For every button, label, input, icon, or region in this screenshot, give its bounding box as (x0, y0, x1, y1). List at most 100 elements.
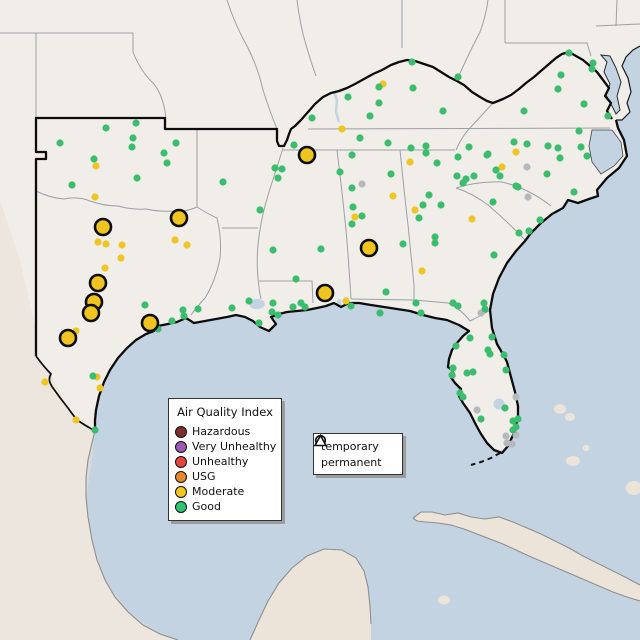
station-dot-good (525, 227, 533, 235)
station-dot-good (437, 201, 445, 209)
station-dot-good (348, 151, 356, 159)
aqi-legend-item-moderate: Moderate (169, 484, 281, 499)
station-dot-good (425, 191, 433, 199)
station-dot-good (556, 154, 564, 162)
station-dot-good (269, 299, 277, 307)
station-dot-good (278, 165, 286, 173)
station-dot-moderate (418, 267, 426, 275)
station-dot-good (128, 143, 136, 151)
station-dot-good (292, 275, 300, 283)
station-dot-good (271, 164, 279, 172)
station-dot-good (129, 134, 137, 142)
station-dot-moderate (92, 162, 100, 170)
station-dot-good (577, 143, 585, 151)
station-dot-good (509, 426, 517, 434)
station-dot-good (604, 112, 612, 120)
station-dot-good (463, 369, 471, 377)
station-dot-good (489, 198, 497, 206)
station-dot-moderate (411, 206, 419, 214)
station-dot-good (219, 178, 227, 186)
station-dot-moderate (117, 254, 125, 262)
station-dot-good (454, 153, 462, 161)
station-dot-good (422, 149, 430, 157)
station-dot-good (255, 319, 263, 327)
station-dot-good (554, 144, 562, 152)
station-dot-good (308, 114, 316, 122)
station-dot-good (348, 184, 356, 192)
station-dot-good (469, 368, 477, 376)
station-dot-good (376, 309, 384, 317)
station-dot-temporary_moderate (81, 303, 101, 323)
station-dot-good (588, 65, 596, 73)
station-dot-temporary_moderate (88, 273, 108, 293)
station-dot-good (91, 426, 99, 434)
station-dot-good (488, 333, 496, 341)
station-dot-moderate (72, 416, 80, 424)
station-dot-good (520, 107, 528, 115)
station-dot-good (554, 85, 562, 93)
station-dot-temporary_moderate (297, 145, 317, 165)
station-dot-good (509, 417, 517, 425)
station-dot-moderate (351, 213, 359, 221)
station-dot-good (536, 216, 544, 224)
station-dot-moderate (94, 238, 102, 246)
station-dot-moderate (183, 241, 191, 249)
station-dot-good (141, 301, 149, 309)
state-borders (0, 0, 640, 322)
station-dot-good (431, 233, 439, 241)
station-dot-good (565, 49, 573, 57)
station-dot-good (102, 124, 110, 132)
station-dot-good (168, 317, 176, 325)
station-dot-good (583, 152, 591, 160)
aqi-legend-item-good: Good (169, 499, 281, 514)
station-dot-moderate (91, 193, 99, 201)
station-dot-temporary_moderate (169, 208, 189, 228)
station-dot-good (486, 350, 494, 358)
station-dot-good (557, 71, 565, 79)
station-dot-good (289, 303, 297, 311)
station-dot-good (484, 150, 492, 158)
station-dot-good (68, 181, 76, 189)
station-dot-good (274, 311, 282, 319)
hazardous-color-icon (175, 425, 187, 438)
station-dot-good (90, 155, 98, 163)
mexico-coastline (85, 429, 179, 640)
station-dot-temporary_moderate (140, 313, 160, 333)
station-dot-moderate (41, 378, 49, 386)
station-dot-good (56, 139, 64, 147)
station-dot-good (470, 172, 478, 180)
yucatan-peninsula (250, 549, 371, 640)
station-dot-good (336, 168, 344, 176)
station-dot-good (500, 351, 508, 359)
station-dot-good (132, 119, 140, 127)
station-dot-good (417, 309, 425, 317)
station-dot-good (268, 308, 276, 316)
unhealthy-color-icon (175, 455, 187, 468)
station-dot-good (356, 134, 364, 142)
stations-layer (41, 49, 612, 448)
very-unhealthy-color-icon (175, 440, 187, 453)
station-dot-good (480, 299, 488, 307)
station-dot-no_data (502, 432, 510, 440)
station-dot-good (317, 245, 325, 253)
station-dot-good (348, 220, 356, 228)
station-dot-good (172, 139, 180, 147)
station-dot-good (449, 364, 457, 372)
station-dot-moderate (102, 240, 110, 248)
station-dot-good (523, 140, 531, 148)
station-dot-good (245, 297, 253, 305)
station-dot-good (160, 149, 168, 157)
station-dot-good (409, 84, 417, 92)
station-dot-no_data (508, 440, 516, 448)
station-dot-good (194, 305, 202, 313)
station-dot-good (412, 299, 420, 307)
station-dot-good (543, 170, 551, 178)
aqi-legend-item-very-unhealthy: Very Unhealthy (169, 439, 281, 454)
station-dot-good (419, 201, 427, 209)
station-dot-good (466, 334, 474, 342)
station-dot-good (290, 141, 298, 149)
station-dot-good (459, 179, 467, 187)
station-dot-good (431, 239, 439, 247)
station-dot-temporary_moderate (359, 238, 379, 258)
